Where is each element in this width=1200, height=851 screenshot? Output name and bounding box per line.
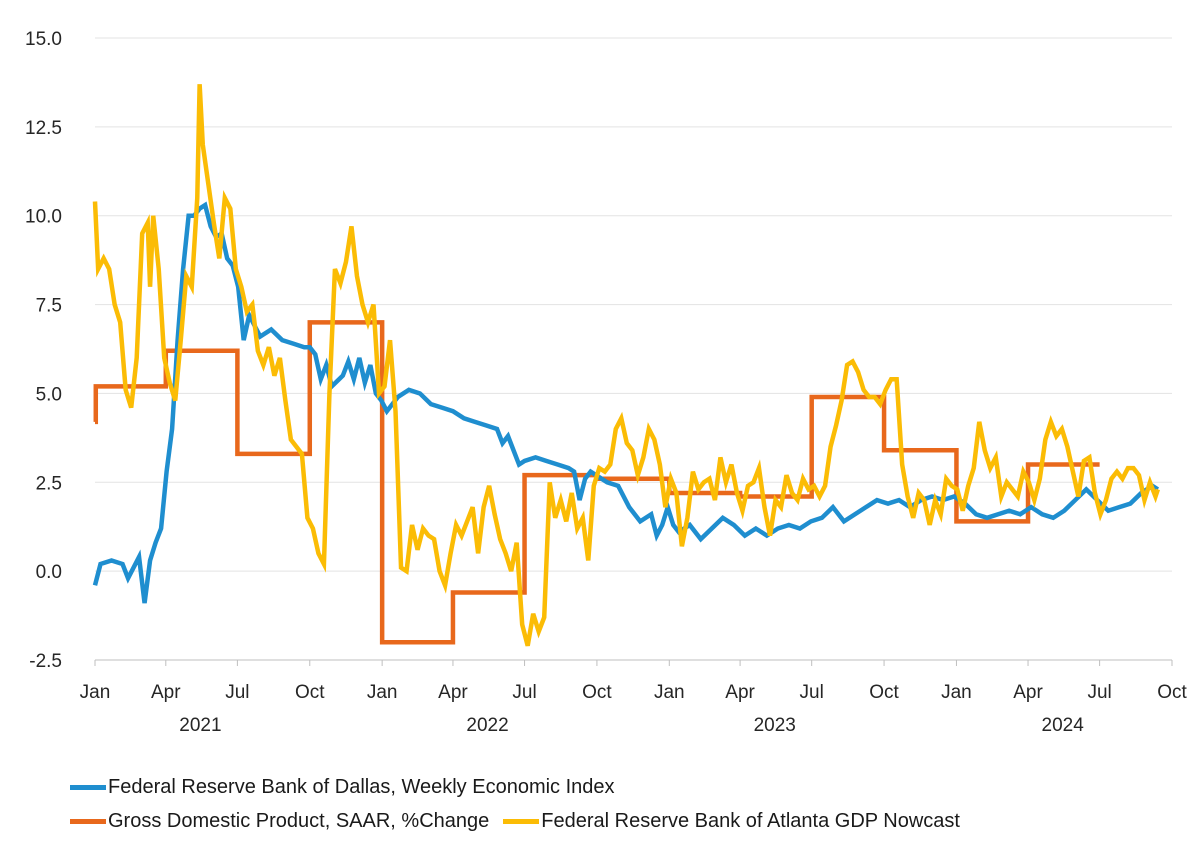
y-tick-label: 10.0 [25, 207, 62, 228]
line-chart: 15.0 12.5 10.0 7.5 5.0 2.5 0.0 -2.5 Jan Apr Jul Oct… [25, 29, 1187, 736]
x-tick-label: Apr [1013, 682, 1043, 703]
chart-legend: Federal Reserve Bank of Dallas, Weekly E… [70, 770, 1190, 838]
x-tick-label: Apr [725, 682, 755, 703]
x-year-label: 2021 [179, 715, 221, 736]
x-tick-label: Jul [225, 682, 249, 703]
x-tick-label: Jan [80, 682, 111, 703]
legend-label-gdp: Gross Domestic Product, SAAR, %Change [108, 809, 490, 832]
y-tick-label: 2.5 [36, 473, 62, 494]
y-tick-label: -2.5 [29, 651, 62, 672]
legend-label-gdpnow: Federal Reserve Bank of Atlanta GDP Nowc… [541, 809, 960, 832]
axes [94, 659, 1173, 666]
x-tick-label: Oct [869, 682, 899, 703]
x-year-label: 2022 [466, 715, 508, 736]
y-tick-label: 5.0 [36, 384, 62, 405]
x-year-label: 2023 [754, 715, 796, 736]
legend-swatch-dallas-wei [70, 784, 106, 790]
x-tick-label: Jul [512, 682, 536, 703]
dallas-wei-line [92, 201, 1160, 604]
y-tick-label: 15.0 [25, 29, 62, 50]
gdpnow-line [92, 84, 1160, 647]
gdp-step-line [93, 320, 1100, 645]
x-year-label: 2024 [1042, 715, 1085, 736]
x-tick-label: Oct [295, 682, 325, 703]
y-tick-label: 0.0 [36, 562, 62, 583]
y-tick-label: 12.5 [25, 118, 62, 139]
legend-item-gdpnow: Federal Reserve Bank of Atlanta GDP Nowc… [503, 810, 960, 833]
legend-row-1: Federal Reserve Bank of Dallas, Weekly E… [70, 770, 1190, 804]
legend-row-2: Gross Domestic Product, SAAR, %Change Fe… [70, 804, 1190, 838]
x-tick-label: Jan [367, 682, 398, 703]
x-tick-label: Jan [654, 682, 685, 703]
gridlines [95, 37, 1172, 661]
tick-labels: 15.0 12.5 10.0 7.5 5.0 2.5 0.0 -2.5 Jan Apr Jul Oct… [25, 29, 1187, 736]
y-tick-label: 7.5 [36, 296, 62, 317]
x-tick-label: Apr [151, 682, 181, 703]
series-lines [92, 84, 1160, 647]
legend-item-dallas-wei: Federal Reserve Bank of Dallas, Weekly E… [70, 776, 615, 799]
legend-item-gdp: Gross Domestic Product, SAAR, %Change [70, 810, 489, 833]
legend-swatch-gdp [70, 818, 106, 824]
x-tick-label: Jul [1087, 682, 1111, 703]
legend-label-dallas-wei: Federal Reserve Bank of Dallas, Weekly E… [108, 775, 615, 798]
x-tick-label: Oct [582, 682, 612, 703]
x-tick-label: Oct [1157, 682, 1187, 703]
x-tick-label: Apr [438, 682, 468, 703]
x-tick-label: Jul [800, 682, 824, 703]
x-tick-label: Jan [941, 682, 972, 703]
legend-swatch-gdpnow [503, 818, 540, 824]
